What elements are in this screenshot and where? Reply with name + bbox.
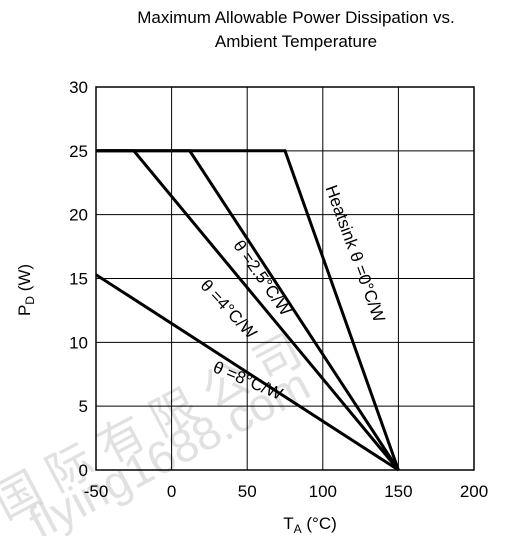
- y-axis-label-unit: (W): [15, 264, 34, 296]
- y-tick-label: 0: [79, 461, 88, 480]
- y-axis-label-main: P: [15, 305, 34, 316]
- series-annotation: θ =4°C/W: [197, 276, 261, 343]
- y-axis-label: PD (W): [15, 264, 37, 316]
- watermark: 国 际 有 限 公 司 flying1688.com: [0, 323, 318, 536]
- chart-title-line2: Ambient Temperature: [215, 32, 377, 51]
- x-tick-label: 150: [384, 482, 412, 501]
- series-annotation: Heatsink θ =0°C/W: [322, 183, 389, 325]
- series-line-3: [95, 273, 400, 472]
- x-tick-label: 0: [167, 482, 176, 501]
- plot-frame: [95, 86, 475, 471]
- y-tick-label: 10: [69, 333, 88, 352]
- x-axis-label-unit: (°C): [302, 514, 337, 533]
- x-tick-label: 50: [238, 482, 257, 501]
- x-tick-label: -50: [84, 482, 109, 501]
- y-tick-label: 20: [69, 206, 88, 225]
- y-tick-label: 25: [69, 142, 88, 161]
- y-axis-label-sub: D: [23, 296, 37, 305]
- series-lines: [95, 149, 400, 472]
- y-tick-label: 5: [79, 397, 88, 416]
- y-tick-label: 15: [69, 270, 88, 289]
- x-axis-label-main: T: [283, 514, 293, 533]
- series-line-2: [96, 149, 400, 471]
- tick-labels: -50 0 50 100 150 200 0 5 10 15 20 25 30: [69, 78, 488, 501]
- chart-title-line1: Maximum Allowable Power Dissipation vs.: [137, 8, 454, 27]
- x-axis-label: TA (°C): [283, 514, 337, 536]
- svg-text:PD (W): PD (W): [15, 264, 37, 316]
- x-tick-label: 200: [460, 482, 488, 501]
- y-tick-label: 30: [69, 78, 88, 97]
- x-axis-label-sub: A: [294, 522, 302, 536]
- x-tick-label: 100: [309, 482, 337, 501]
